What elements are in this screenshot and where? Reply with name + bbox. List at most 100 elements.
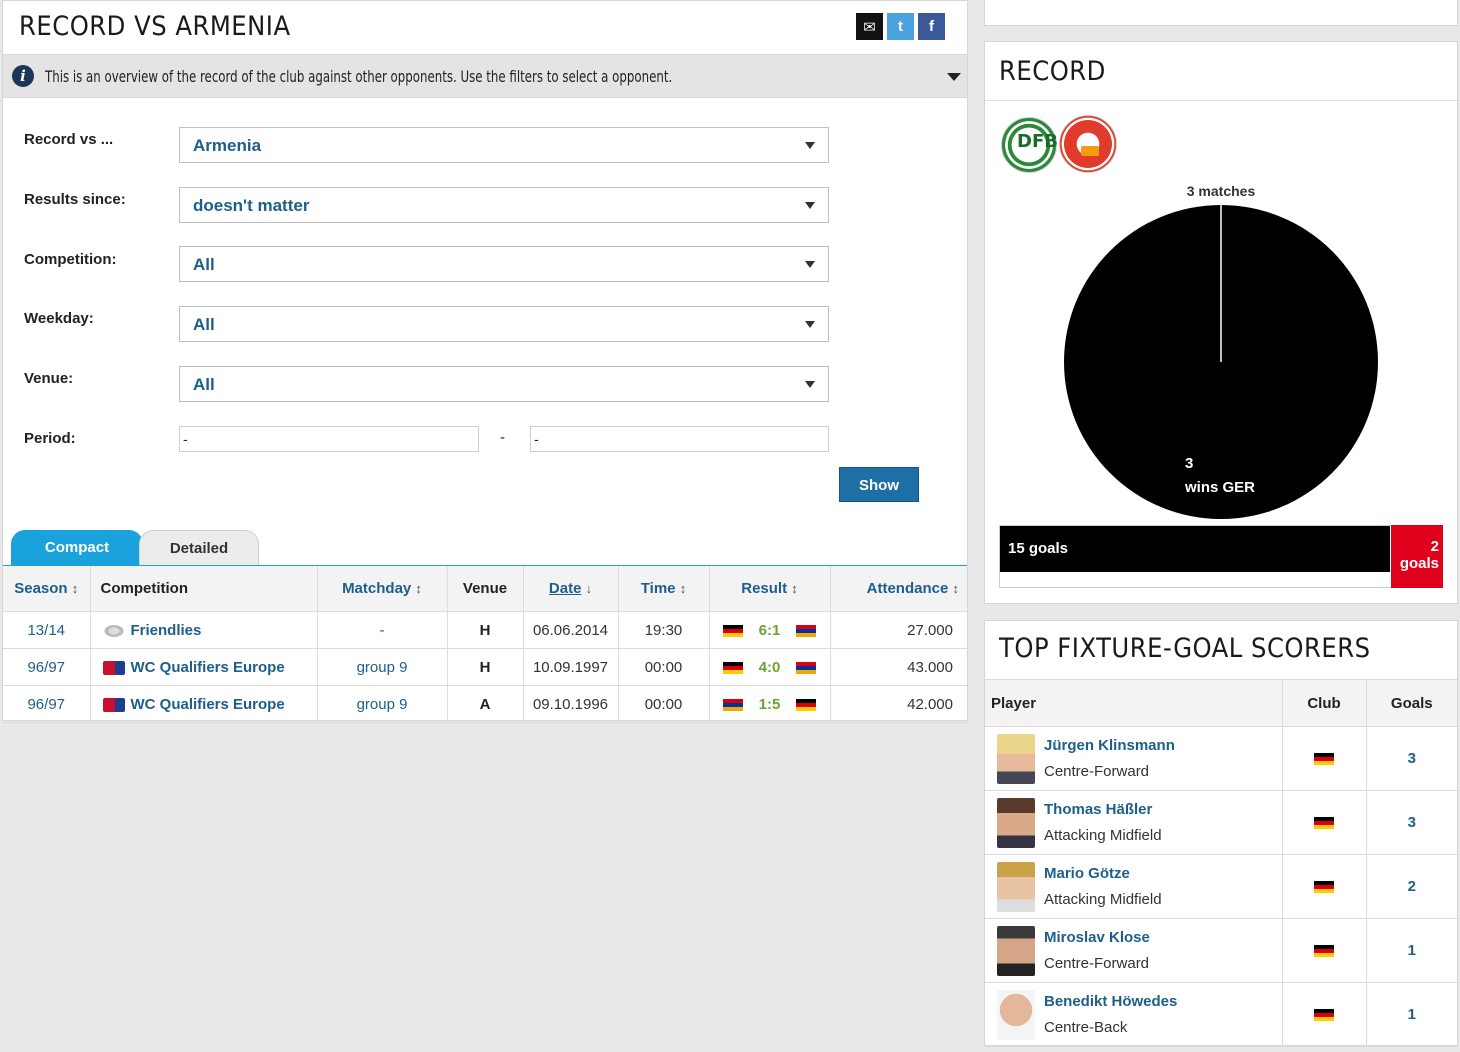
season-link[interactable]: 96/97 [27,695,66,713]
player-name-link[interactable]: Mario Götze [1044,865,1130,882]
filter-label-competition: Competition: [24,251,117,268]
scorers-table: Player Club Goals Jürgen Klinsmann Centr… [985,679,1457,1047]
col-season[interactable]: Season ↕ [3,566,91,612]
table-header-row: Player Club Goals [985,679,1457,727]
col-matchday[interactable]: Matchday ↕ [317,566,448,612]
player-photo[interactable] [997,990,1035,1040]
player-photo[interactable] [997,734,1035,784]
player-photo[interactable] [997,798,1035,848]
dropdown-arrow-icon [805,261,815,268]
goals-value[interactable]: 3 [1407,814,1416,831]
table-row: Mario Götze Attacking Midfield 2 [985,854,1457,919]
germany-flag-icon[interactable] [1314,881,1334,894]
armenia-flag-icon[interactable] [722,698,743,711]
armenia-flag-icon[interactable] [796,624,817,637]
page-title: RECORD VS ARMENIA [19,11,291,42]
facebook-icon[interactable]: f [918,13,945,40]
col-date[interactable]: Date ↓ [523,566,619,612]
goals-value[interactable]: 3 [1407,750,1416,767]
player-position: Centre-Forward [1044,763,1150,780]
mail-icon[interactable]: ✉ [856,13,883,40]
table-row: 96/97 WC Qualifiers Europe group 9 A 09.… [3,685,967,723]
period-from-input[interactable]: - [179,426,479,452]
weekday-value: All [193,315,215,334]
matchday-value: group 9 [356,695,408,713]
player-photo[interactable] [997,862,1035,912]
matches-table: Season ↕ Competition Matchday ↕ Venue Da… [3,566,967,723]
sort-icon: ↕ [71,581,79,596]
table-row: Benedikt Höwedes Centre-Back 1 [985,982,1457,1047]
twitter-icon[interactable]: t [887,13,914,40]
armenia-crest[interactable] [1059,115,1117,173]
attendance-value: 42.000 [830,685,967,723]
goals-against-word: goals [1399,555,1439,572]
col-club: Club [1282,679,1367,727]
competition-link[interactable]: Friendlies [130,621,202,639]
col-time[interactable]: Time ↕ [618,566,710,612]
germany-flag-icon[interactable] [1314,817,1334,830]
season-link[interactable]: 96/97 [27,658,66,676]
venue-value: H [479,658,491,676]
result-link[interactable]: 4:0 [758,658,781,676]
table-row: Miroslav Klose Centre-Forward 1 [985,918,1457,983]
player-photo[interactable] [997,926,1035,976]
pie-title: 3 matches [1186,183,1256,199]
record-vs-panel: RECORD VS ARMENIA ✉ t f i This is an ove… [2,0,968,723]
table-header-row: Season ↕ Competition Matchday ↕ Venue Da… [3,566,967,612]
top-scorers-panel: TOP FIXTURE-GOAL SCORERS Player Club Goa… [984,620,1458,1047]
right-top-panel [984,0,1458,26]
result-link[interactable]: 6:1 [758,621,781,639]
goals-bar: 15 goals 2 goals [999,525,1443,588]
germany-flag-icon[interactable] [722,624,743,637]
goals-value[interactable]: 1 [1407,1006,1416,1023]
info-icon: i [12,65,34,87]
caret-down-icon[interactable] [947,73,961,81]
venue-select[interactable]: All [179,366,829,402]
show-button[interactable]: Show [839,467,919,502]
player-name-link[interactable]: Miroslav Klose [1044,929,1150,946]
weekday-select[interactable]: All [179,306,829,342]
player-name-link[interactable]: Jürgen Klinsmann [1044,737,1175,754]
germany-flag-icon[interactable] [1314,753,1334,766]
info-bar[interactable]: i This is an overview of the record of t… [3,54,967,98]
record-panel: RECORD DFB 3 matches 3 wins GER 15 goals … [984,41,1458,604]
matchday-value: group 9 [356,658,408,676]
competition-select[interactable]: All [179,246,829,282]
tab-divider [3,565,967,566]
germany-crest[interactable]: DFB [1001,117,1058,173]
germany-flag-icon[interactable] [1314,945,1334,958]
dropdown-arrow-icon [805,381,815,388]
time-value: 00:00 [618,648,710,686]
col-result[interactable]: Result ↕ [709,566,831,612]
filter-label-period: Period: [24,430,76,447]
player-name-link[interactable]: Thomas Häßler [1044,801,1153,818]
goals-value[interactable]: 2 [1407,878,1416,895]
col-attendance[interactable]: Attendance ↕ [830,566,967,612]
tab-detailed[interactable]: Detailed [139,530,259,566]
player-position: Attacking Midfield [1044,891,1162,908]
col-venue: Venue [447,566,524,612]
season-link[interactable]: 13/14 [27,621,66,639]
record-title: RECORD [999,56,1106,87]
opponent-select[interactable]: Armenia [179,127,829,163]
attendance-value: 43.000 [830,648,967,686]
result-link[interactable]: 1:5 [758,695,781,713]
sort-icon: ↕ [952,581,960,596]
competition-link[interactable]: WC Qualifiers Europe [130,695,285,713]
divider [985,100,1457,101]
competition-link[interactable]: WC Qualifiers Europe [130,658,285,676]
germany-flag-icon[interactable] [1314,1009,1334,1022]
period-to-input[interactable]: - [530,426,829,452]
armenia-flag-icon[interactable] [796,661,817,674]
venue-value: A [479,695,491,713]
results-since-value: doesn't matter [193,196,310,215]
player-name-link[interactable]: Benedikt Höwedes [1044,993,1178,1010]
col-competition: Competition [90,566,318,612]
tab-compact[interactable]: Compact [11,530,143,566]
results-since-select[interactable]: doesn't matter [179,187,829,223]
germany-flag-icon[interactable] [796,698,817,711]
date-value: 10.09.1997 [523,648,619,686]
goals-value[interactable]: 1 [1407,942,1416,959]
player-position: Attacking Midfield [1044,827,1162,844]
germany-flag-icon[interactable] [722,661,743,674]
